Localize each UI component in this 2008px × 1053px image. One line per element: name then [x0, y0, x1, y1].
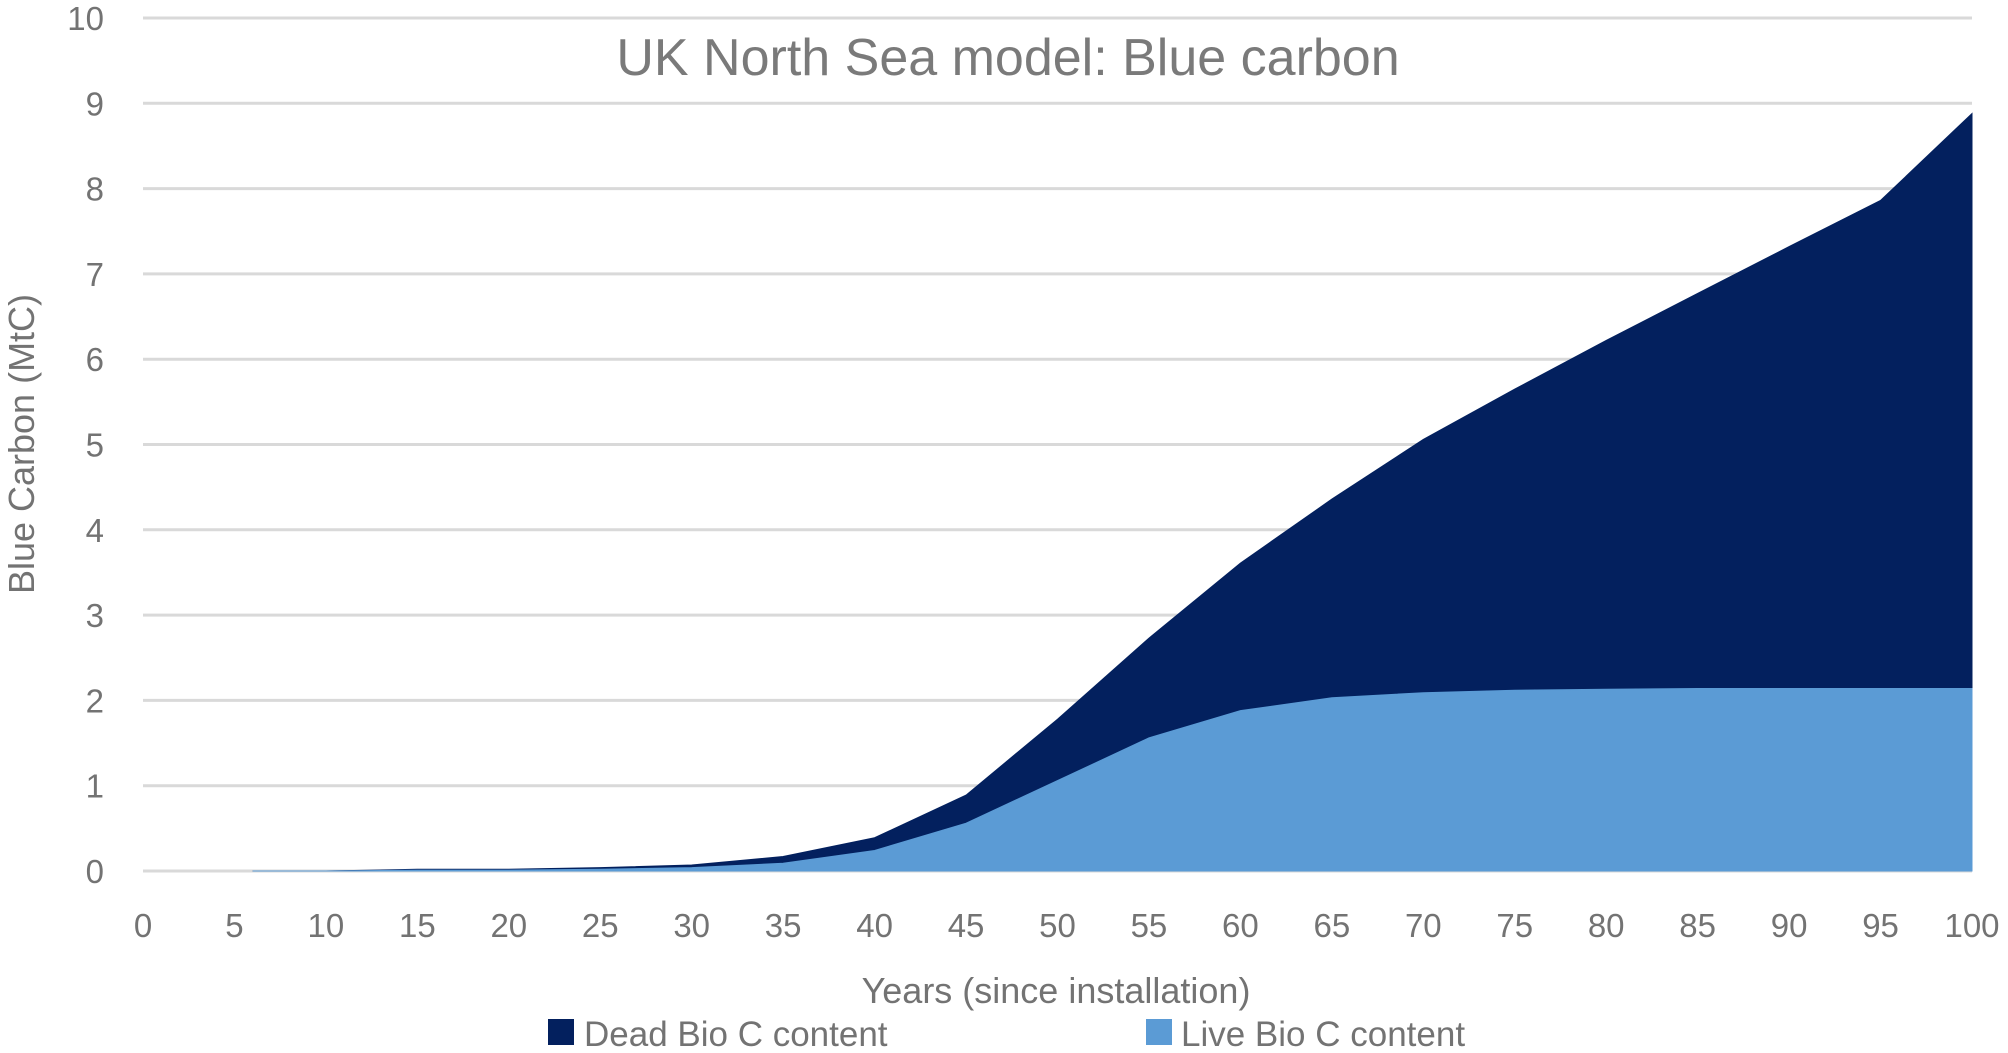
y-tick-label: 9	[86, 85, 104, 122]
legend-label-live: Live Bio C content	[1181, 1015, 1465, 1053]
y-tick-label: 6	[86, 341, 104, 378]
y-tick-label: 2	[86, 682, 104, 719]
area-live-bio-c-content	[252, 688, 1973, 872]
y-tick-label: 1	[86, 768, 104, 805]
x-tick-label: 10	[308, 907, 345, 944]
y-axis-tick-labels: 0 1 2 3 4 5 6 7 8 9 10	[67, 0, 104, 890]
x-tick-label: 90	[1771, 907, 1808, 944]
legend-label-dead: Dead Bio C content	[584, 1015, 888, 1053]
y-axis-title: Blue Carbon (MtC)	[1, 294, 42, 594]
chart-title: UK North Sea model: Blue carbon	[616, 29, 1399, 87]
x-tick-label: 20	[490, 907, 527, 944]
x-axis-tick-labels: 0 5 10 15 20 25 30 35 40 45 50 55 60 65 70 75 80 85 90 95 10…	[134, 907, 2000, 944]
x-tick-label: 35	[765, 907, 802, 944]
x-tick-label: 5	[225, 907, 243, 944]
gridlines	[143, 16, 1972, 873]
x-tick-label: 25	[582, 907, 619, 944]
plot-areas	[252, 112, 1973, 872]
x-tick-label: 75	[1496, 907, 1533, 944]
y-tick-label: 0	[86, 853, 104, 890]
x-tick-label: 60	[1222, 907, 1259, 944]
y-tick-label: 4	[86, 512, 104, 549]
x-tick-label: 95	[1862, 907, 1899, 944]
x-tick-label: 30	[673, 907, 710, 944]
x-tick-label: 70	[1405, 907, 1442, 944]
x-tick-label: 15	[399, 907, 436, 944]
y-tick-label: 7	[86, 256, 104, 293]
legend-swatch-dead	[548, 1019, 574, 1045]
x-tick-label: 45	[948, 907, 985, 944]
x-tick-label: 85	[1679, 907, 1716, 944]
y-tick-label: 10	[67, 0, 104, 37]
x-tick-label: 100	[1944, 907, 1999, 944]
legend: Dead Bio C content Live Bio C content	[548, 1015, 1465, 1053]
x-tick-label: 55	[1131, 907, 1168, 944]
x-tick-label: 80	[1588, 907, 1625, 944]
x-tick-label: 0	[134, 907, 152, 944]
y-tick-label: 8	[86, 171, 104, 208]
x-tick-label: 50	[1039, 907, 1076, 944]
x-axis-title: Years (since installation)	[862, 970, 1251, 1011]
y-tick-label: 3	[86, 597, 104, 634]
x-tick-label: 40	[856, 907, 893, 944]
legend-swatch-live	[1146, 1019, 1172, 1045]
y-tick-label: 5	[86, 427, 104, 464]
x-tick-label: 65	[1313, 907, 1350, 944]
